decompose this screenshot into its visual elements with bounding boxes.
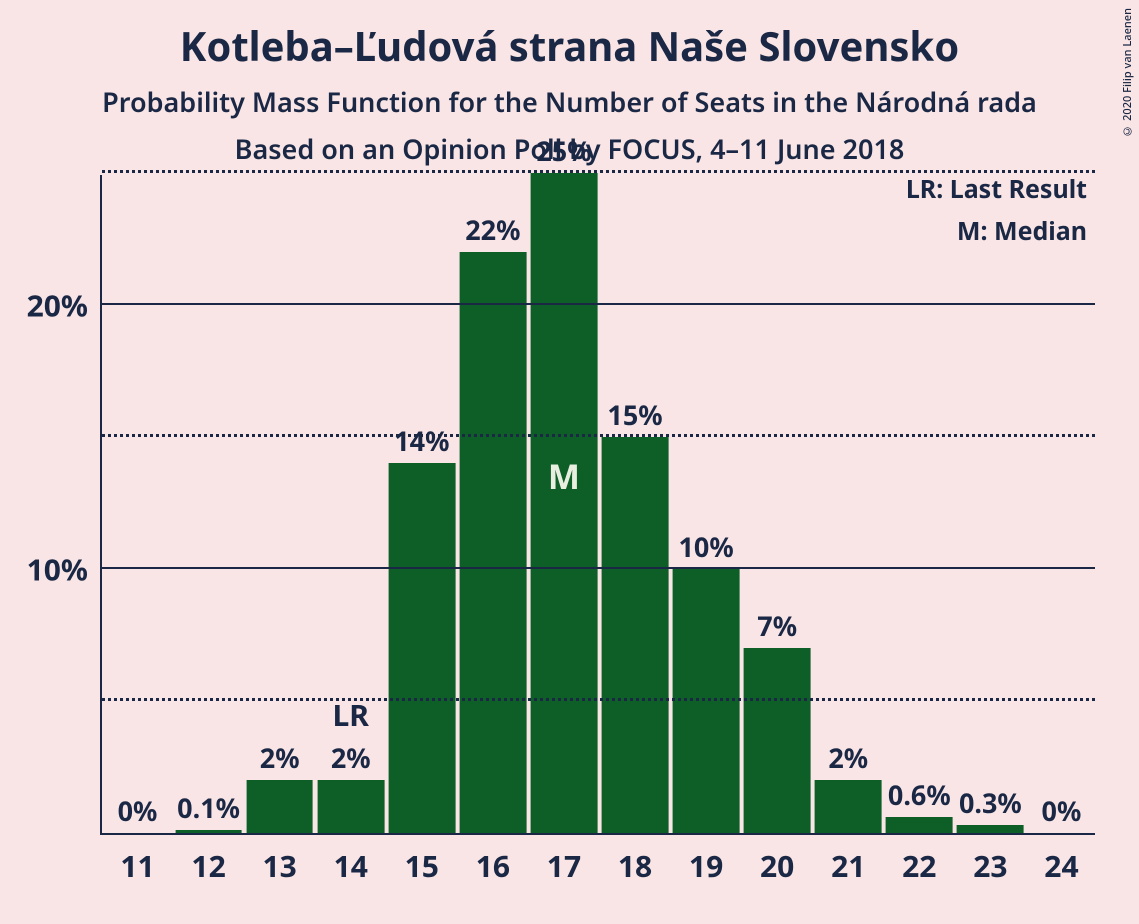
x-tick-15: 15 xyxy=(386,833,457,886)
bar-slot-13: 2%13 xyxy=(244,175,315,833)
bar-slot-14: 2%LR14 xyxy=(315,175,386,833)
bar-slot-18: 15%18 xyxy=(600,175,671,833)
bar-slot-19: 10%19 xyxy=(671,175,742,833)
copyright-text: © 2020 Filip van Laenen xyxy=(1120,8,1135,139)
x-tick-23: 23 xyxy=(955,833,1026,886)
bar-slot-11: 0%11 xyxy=(102,175,173,833)
bar-16: 22% xyxy=(459,252,526,833)
x-tick-11: 11 xyxy=(102,833,173,886)
chart-title: Kotleba–Ľudová strana Naše Slovensko xyxy=(0,0,1139,73)
bar-value-22: 0.6% xyxy=(886,776,953,817)
bar-value-15: 14% xyxy=(388,422,455,463)
bars-container: 0%110.1%122%132%LR1414%1522%1625%M1715%1… xyxy=(102,175,1095,833)
bar-13: 2% xyxy=(246,780,313,833)
bar-slot-21: 2%21 xyxy=(813,175,884,833)
bar-20: 7% xyxy=(744,648,811,833)
bar-value-12: 0.1% xyxy=(175,789,242,830)
bar-slot-22: 0.6%22 xyxy=(884,175,955,833)
bar-value-14: 2% xyxy=(317,739,384,780)
plot-area: LR: Last Result M: Median 0%110.1%122%13… xyxy=(100,175,1095,835)
gridline-10: 10% xyxy=(102,567,1095,569)
x-tick-21: 21 xyxy=(813,833,884,886)
bar-value-20: 7% xyxy=(744,607,811,648)
gridline-5 xyxy=(102,698,1095,701)
x-tick-13: 13 xyxy=(244,833,315,886)
bar-slot-15: 14%15 xyxy=(386,175,457,833)
x-tick-20: 20 xyxy=(742,833,813,886)
bar-slot-24: 0%24 xyxy=(1026,175,1097,833)
bar-17: 25%M xyxy=(531,173,598,833)
median-marker: M xyxy=(548,453,580,499)
bar-slot-17: 25%M17 xyxy=(528,175,599,833)
bar-value-13: 2% xyxy=(246,739,313,780)
bar-value-24: 0% xyxy=(1028,792,1095,833)
x-tick-24: 24 xyxy=(1026,833,1097,886)
gridline-15 xyxy=(102,434,1095,437)
pmf-chart: Kotleba–Ľudová strana Naše Slovensko Pro… xyxy=(0,0,1139,924)
bar-value-21: 2% xyxy=(815,739,882,780)
chart-subtitle: Probability Mass Function for the Number… xyxy=(0,83,1139,120)
bar-21: 2% xyxy=(815,780,882,833)
bar-15: 14% xyxy=(388,463,455,833)
x-tick-19: 19 xyxy=(671,833,742,886)
bar-slot-20: 7%20 xyxy=(742,175,813,833)
x-tick-18: 18 xyxy=(600,833,671,886)
gridline-20: 20% xyxy=(102,303,1095,305)
y-tick-10: 10% xyxy=(27,549,102,590)
bar-19: 10% xyxy=(673,569,740,833)
bar-slot-16: 22%16 xyxy=(457,175,528,833)
bar-18: 15% xyxy=(602,437,669,833)
x-tick-16: 16 xyxy=(457,833,528,886)
bar-slot-12: 0.1%12 xyxy=(173,175,244,833)
bar-value-17: 25% xyxy=(531,132,598,173)
bar-14: 2%LR xyxy=(317,780,384,833)
bar-value-19: 10% xyxy=(673,528,740,569)
gridline-25 xyxy=(102,170,1095,173)
bar-23: 0.3% xyxy=(957,825,1024,833)
bar-value-11: 0% xyxy=(104,792,171,833)
x-tick-14: 14 xyxy=(315,833,386,886)
bar-slot-23: 0.3%23 xyxy=(955,175,1026,833)
bar-value-18: 15% xyxy=(602,396,669,437)
x-tick-17: 17 xyxy=(528,833,599,886)
bar-22: 0.6% xyxy=(886,817,953,833)
x-tick-22: 22 xyxy=(884,833,955,886)
bar-value-23: 0.3% xyxy=(957,784,1024,825)
y-tick-20: 20% xyxy=(27,285,102,326)
bar-value-16: 22% xyxy=(459,211,526,252)
x-tick-12: 12 xyxy=(173,833,244,886)
